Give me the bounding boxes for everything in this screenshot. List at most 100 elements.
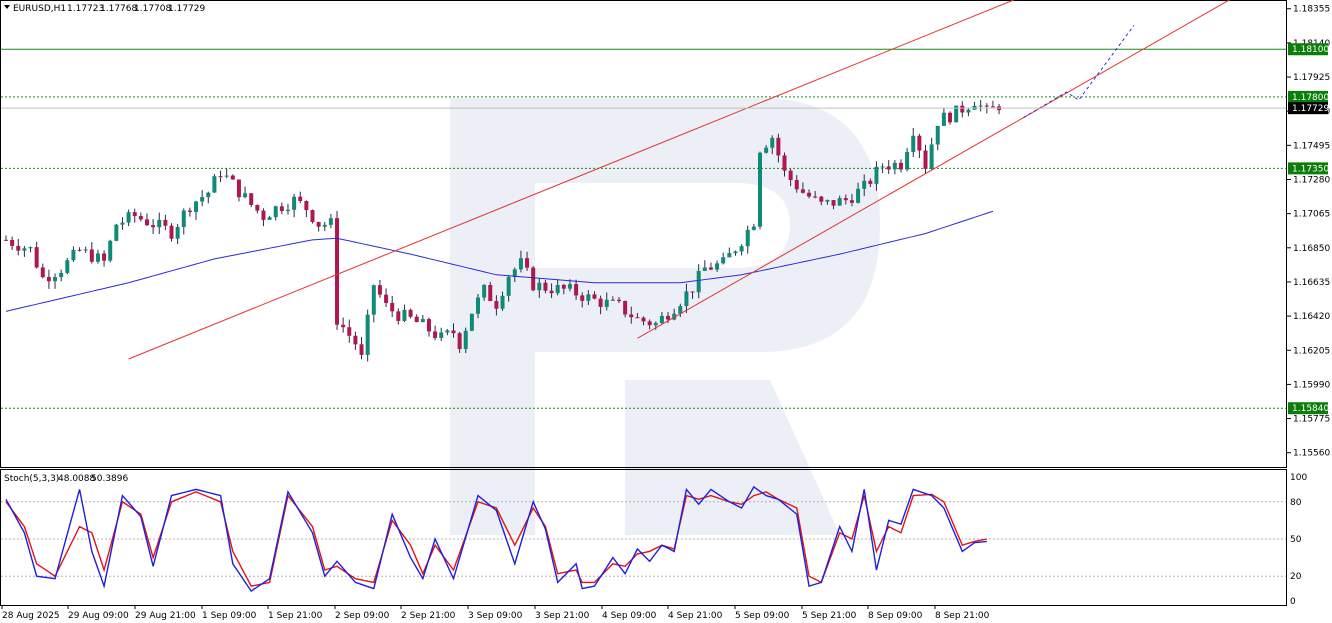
channel-lower-line (637, 0, 1231, 339)
candle (255, 204, 260, 214)
candle (512, 267, 517, 283)
chart-header: EURUSD,H1 1.17723 1.17768 1.17708 1.1772… (4, 4, 205, 14)
stochastic-pane[interactable]: Stoch(5,3,3) 48.0088 50.3896 (0, 469, 1287, 606)
current-price-tag-label: 1.17729 (1292, 104, 1329, 114)
candle (83, 246, 88, 254)
dropdown-triangle-icon[interactable] (4, 5, 10, 9)
candle (966, 107, 971, 117)
candle (390, 295, 395, 318)
candle (653, 321, 658, 330)
candle (328, 213, 333, 229)
price-tick-label: 1.17925 (1293, 73, 1330, 83)
time-tick-label: 3 Sep 09:00 (468, 611, 523, 621)
candle (132, 208, 137, 223)
candle (537, 278, 542, 298)
time-tick-label: 4 Sep 09:00 (602, 611, 657, 621)
time-tick-label: 8 Sep 09:00 (868, 611, 923, 621)
candle (151, 218, 156, 235)
candle (114, 223, 119, 242)
time-tick-label: 5 Sep 21:00 (802, 611, 857, 621)
candle (488, 281, 493, 302)
candle (843, 194, 848, 205)
candle (181, 208, 186, 235)
candle (721, 252, 726, 265)
candle (120, 217, 125, 230)
candle (138, 212, 143, 222)
candle (764, 145, 769, 154)
candle (770, 135, 775, 155)
candle (892, 160, 897, 175)
price-tick-label: 1.16850 (1293, 244, 1330, 254)
candle (285, 203, 290, 215)
candle (316, 221, 321, 232)
candle (629, 306, 634, 324)
candle (580, 292, 585, 308)
candle (273, 205, 278, 221)
stoch-tick-label: 100 (1290, 473, 1307, 483)
candle (990, 100, 995, 108)
level-tag (1288, 90, 1328, 103)
candle (831, 200, 836, 210)
candle (451, 323, 456, 338)
candle (46, 269, 51, 289)
candle (236, 179, 241, 202)
candle (414, 314, 419, 323)
current-price-tag (1288, 102, 1328, 115)
candle (163, 214, 168, 231)
candle (59, 269, 64, 282)
candle (298, 191, 303, 204)
candle (978, 99, 983, 112)
candle (65, 257, 70, 275)
stoch-signal-value: 50.3896 (91, 474, 128, 484)
price-tick-label: 1.16205 (1293, 346, 1330, 356)
candle (923, 144, 928, 174)
candle (243, 186, 248, 199)
time-tick-label: 3 Sep 21:00 (535, 611, 590, 621)
candle (95, 249, 100, 264)
candle (659, 312, 664, 324)
price-tick-label: 1.16420 (1293, 312, 1330, 322)
candle (997, 103, 1002, 115)
candle (175, 223, 180, 245)
candle (684, 283, 689, 314)
candle (230, 174, 235, 180)
candle (126, 209, 131, 227)
candle (898, 159, 903, 173)
price-pane[interactable]: EURUSD,H1 1.17723 1.17768 1.17708 1.1772… (0, 0, 1287, 468)
candle (157, 212, 162, 235)
level-tag-label: 1.17800 (1292, 93, 1329, 103)
candle (224, 168, 229, 179)
candle (267, 215, 272, 220)
candle (696, 264, 701, 299)
candle (206, 191, 211, 204)
candle (623, 300, 628, 318)
stoch-tick-label: 0 (1290, 597, 1296, 607)
candle (494, 295, 499, 316)
candle (476, 293, 481, 319)
candle (506, 275, 511, 302)
low-value: 1.17708 (134, 4, 171, 14)
candle (279, 202, 284, 215)
time-tick-label: 4 Sep 21:00 (668, 611, 723, 621)
candle (905, 147, 910, 172)
candle (341, 317, 346, 333)
candle (813, 190, 818, 199)
candle (108, 239, 113, 263)
candle (102, 250, 107, 267)
time-tick-label: 1 Sep 21:00 (268, 611, 323, 621)
candle (745, 225, 750, 254)
candle (733, 250, 738, 256)
candle (672, 308, 677, 321)
stoch-axis: 100 80 50 20 0 (1290, 473, 1307, 607)
candle (359, 337, 364, 360)
price-tick-label: 1.16635 (1293, 278, 1330, 288)
candle (555, 279, 560, 296)
candle (304, 200, 309, 218)
candle (187, 207, 192, 217)
candle (635, 312, 640, 319)
candle (218, 170, 223, 183)
candle (862, 174, 867, 197)
candle (782, 152, 787, 177)
candle (868, 178, 873, 187)
candle (874, 161, 879, 191)
